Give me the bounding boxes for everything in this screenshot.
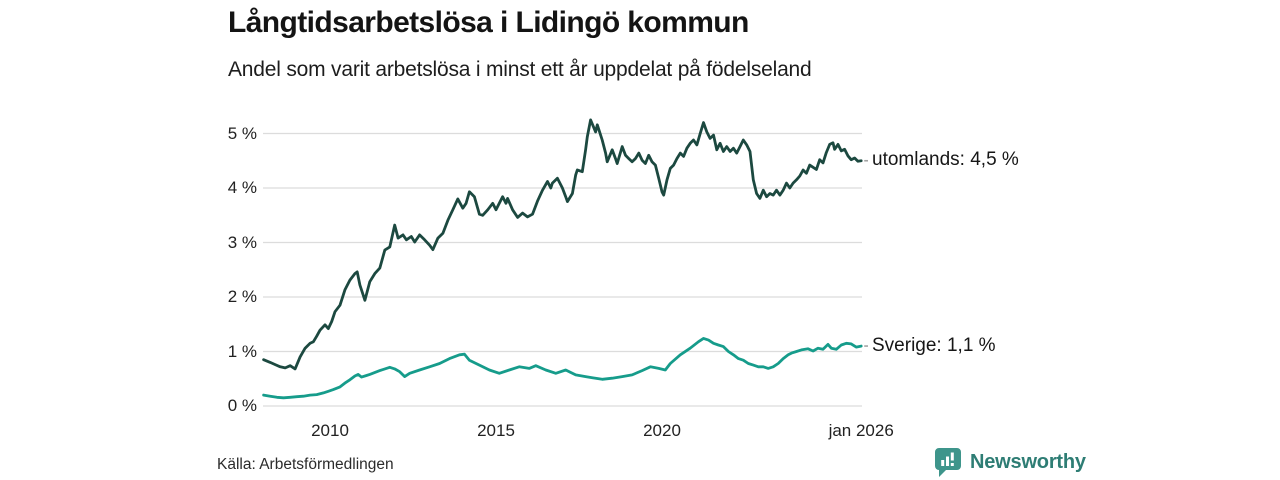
y-tick-label: 1 % — [227, 341, 257, 361]
y-tick-label: 4 % — [227, 178, 257, 197]
page-title: Långtidsarbetslösa i Lidingö kommun — [228, 6, 749, 39]
x-tick-label: 2015 — [477, 421, 515, 440]
x-tick-label: 2020 — [643, 421, 681, 440]
series-line-Sverige — [262, 337, 863, 400]
y-tick-label: 2 % — [227, 287, 257, 306]
newsworthy-brand-name: Newsworthy — [970, 451, 1086, 473]
series-label-sverige: Sverige: 1,1 % — [872, 335, 996, 356]
newsworthy-logo-icon — [934, 447, 962, 478]
page-subtitle: Andel som varit arbetslösa i minst ett å… — [228, 58, 812, 81]
y-tick-label: 0 % — [227, 396, 257, 415]
y-tick-label: 5 % — [227, 123, 257, 143]
y-tick-label: 3 % — [227, 232, 257, 252]
series-label-utomlands: utomlands: 4,5 % — [872, 149, 1019, 170]
series-line-utomlands — [262, 118, 863, 371]
x-tick-label: 2010 — [311, 421, 349, 440]
newsworthy-brand[interactable]: Newsworthy — [934, 447, 1086, 478]
source-note: Källa: Arbetsförmedlingen — [217, 456, 394, 473]
x-tick-label: jan 2026 — [828, 421, 894, 440]
